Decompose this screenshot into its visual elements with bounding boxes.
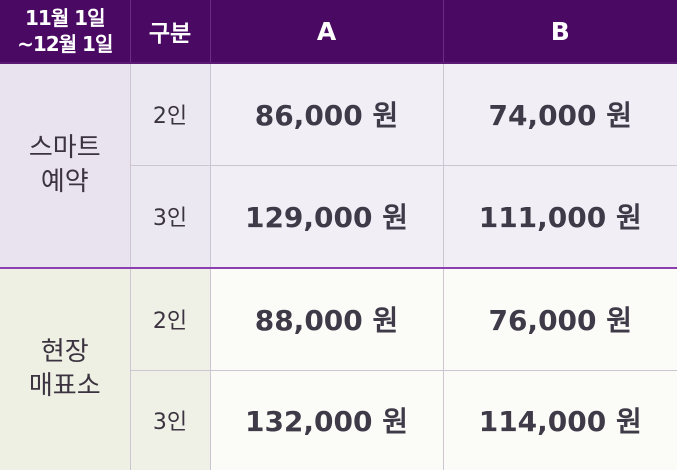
group-label-onsite: 현장 매표소 — [0, 266, 131, 470]
price-a-cell: 88,000 원 — [210, 267, 444, 371]
header-period-line1: 11월 1일 — [24, 6, 106, 30]
group-label-smart: 스마트 예약 — [0, 63, 131, 269]
group-label-line1: 스마트 — [28, 133, 101, 164]
price-b-cell: 76,000 원 — [443, 267, 677, 371]
pax-cell: 2인 — [130, 63, 211, 166]
price-a-cell: 132,000 원 — [210, 370, 444, 470]
header-type: 구분 — [130, 0, 211, 64]
header-col-a: A — [210, 0, 444, 64]
price-a-cell: 86,000 원 — [210, 63, 444, 166]
table-row: 3인 132,000 원 114,000 원 — [0, 370, 677, 470]
group-label-line2: 매표소 — [28, 371, 101, 402]
price-a-cell: 129,000 원 — [210, 165, 444, 269]
header-row: 11월 1일 ~12월 1일 구분 A B — [0, 0, 677, 64]
header-col-b: B — [443, 0, 677, 64]
pax-cell: 2인 — [130, 267, 211, 371]
price-b-cell: 74,000 원 — [443, 63, 677, 166]
table-row: 스마트 예약 2인 86,000 원 74,000 원 — [0, 63, 677, 269]
table-row: 3인 129,000 원 111,000 원 — [0, 165, 677, 269]
group-label-line2: 예약 — [40, 167, 89, 198]
price-b-cell: 114,000 원 — [443, 370, 677, 470]
header-period: 11월 1일 ~12월 1일 — [0, 0, 131, 64]
table-row: 현장 매표소 2인 88,000 원 76,000 원 — [0, 266, 677, 470]
pax-cell: 3인 — [130, 165, 211, 269]
price-b-cell: 111,000 원 — [443, 165, 677, 269]
header-period-line2: ~12월 1일 — [17, 32, 113, 56]
group-label-line1: 현장 — [40, 337, 89, 368]
pax-cell: 3인 — [130, 370, 211, 470]
